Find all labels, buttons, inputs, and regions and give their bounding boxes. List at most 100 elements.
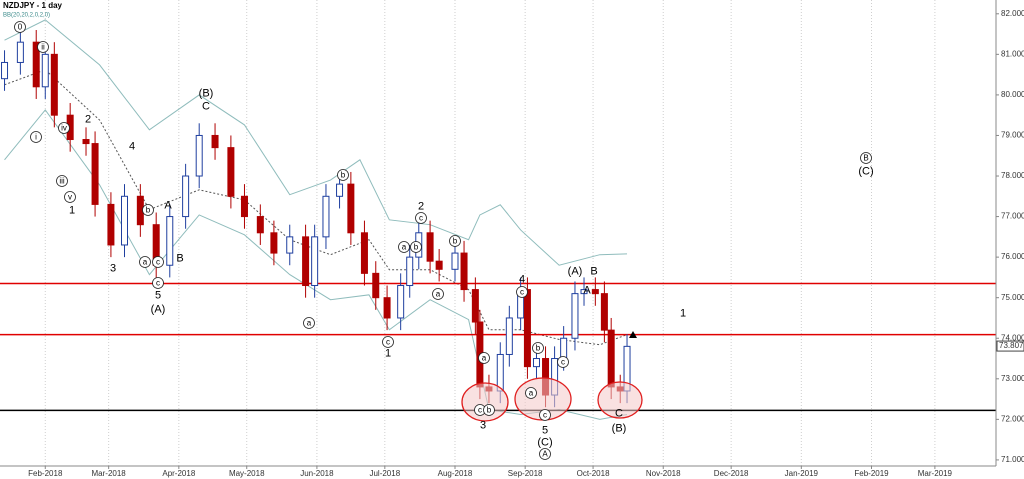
indicator-line (4, 69, 628, 346)
y-tick-label: 80.000 (1001, 90, 1024, 99)
x-tick-label: Feb-2018 (28, 469, 63, 478)
annotation-circle (516, 286, 528, 298)
annotation-circle (525, 387, 537, 399)
wave-label: b (453, 237, 458, 246)
candle-body (121, 195, 128, 246)
wave-label: a (307, 319, 312, 328)
wave-label: c (561, 358, 565, 367)
x-tick-label: Apr-2018 (162, 469, 195, 478)
wave-label: (B) (612, 422, 627, 434)
candle-body (182, 175, 190, 218)
arrow (629, 331, 637, 338)
candle-body (91, 143, 99, 205)
candle-body (82, 139, 90, 145)
annotation-circle (139, 256, 151, 268)
chart-title: NZDJPY - 1 day (3, 1, 63, 10)
annotation-circle (415, 212, 427, 224)
x-tick-label: Jul-2018 (369, 469, 400, 478)
wave-label: B (176, 252, 183, 264)
wave-label: 1 (385, 347, 391, 359)
candle-body (16, 41, 24, 63)
wave-label: ii (41, 43, 45, 52)
wave-label: A (542, 450, 548, 459)
wave-label: c (156, 279, 160, 288)
x-tick-label: Sep-2018 (508, 469, 543, 478)
wave-label: v (68, 193, 72, 202)
wave-label: c (419, 214, 423, 223)
last-price-label: 73.807 (999, 341, 1024, 350)
candle-body (607, 329, 615, 388)
candle-body (322, 195, 330, 238)
candle-body (256, 216, 264, 234)
x-tick-label: Jun-2018 (300, 469, 334, 478)
highlight-ellipse (597, 381, 643, 419)
candle-body (240, 195, 248, 218)
wave-label: 5 (155, 289, 161, 301)
annotation-circle (860, 152, 872, 164)
candle-body (523, 289, 531, 368)
wave-label: A (164, 199, 172, 211)
x-tick-label: Aug-2018 (438, 469, 473, 478)
annotation-circle (539, 409, 551, 421)
annotation-circle (14, 21, 26, 33)
x-tick-label: Mar-2019 (918, 469, 953, 478)
y-tick-label: 71.000 (1001, 455, 1024, 464)
wave-label: 3 (480, 419, 486, 431)
candle-body (426, 232, 434, 262)
wave-label: c (478, 406, 482, 415)
candle-body (336, 183, 344, 197)
candle-body (435, 260, 443, 270)
candle-body (580, 289, 588, 295)
wave-label: iii (59, 177, 65, 186)
annotation-circle (30, 131, 42, 143)
candle-body (383, 297, 391, 319)
wave-label: 5 (542, 424, 548, 436)
wave-label: (B) (199, 87, 214, 99)
wave-label: A (583, 284, 591, 296)
candle-body (532, 358, 540, 368)
x-tick-label: May-2018 (229, 469, 265, 478)
axes: Feb-2018 Mar-2018 Apr-2018 May-2018 Jun-2018… (28, 9, 1024, 478)
candle-body (195, 134, 203, 177)
candle-body (451, 252, 459, 270)
y-tick-label: 82.000 (1001, 9, 1024, 18)
candle-body (505, 317, 513, 355)
wave-label: B (863, 154, 868, 163)
wave-label: a (482, 354, 487, 363)
candle-body (600, 293, 608, 331)
wave-label: a (529, 389, 534, 398)
y-tick-label: 76.000 (1001, 252, 1024, 261)
highlight-ellipse (461, 382, 509, 422)
y-tick-label: 81.000 (1001, 49, 1024, 58)
candle-body (496, 353, 504, 392)
candle-body (270, 232, 278, 254)
wave-label: B (590, 265, 597, 277)
candle-body (571, 293, 579, 339)
wave-label: a (402, 243, 407, 252)
candle-body (50, 53, 58, 116)
candle-body (227, 147, 235, 197)
wave-label: b (536, 344, 541, 353)
wave-label: c (520, 288, 524, 297)
highlights (461, 377, 643, 422)
annotation-circle (337, 169, 349, 181)
wave-label: C (202, 100, 210, 112)
last-price-box (996, 340, 1024, 352)
candle-body (347, 183, 355, 234)
wave-label: c (386, 338, 390, 347)
annotation-circle (483, 404, 495, 416)
y-tick-label: 75.000 (1001, 293, 1024, 302)
wave-label: 2 (85, 113, 91, 125)
annotation-circle (557, 356, 569, 368)
candle-body (302, 236, 310, 287)
candle-body (591, 289, 599, 295)
x-tick-label: Oct-2018 (577, 469, 610, 478)
candle-body (166, 216, 174, 266)
wave-label: a (143, 258, 148, 267)
wave-label: c (156, 258, 160, 267)
annotation-circle (152, 277, 164, 289)
candle-body (211, 134, 219, 149)
wave-label: c (543, 411, 547, 420)
wave-label: (A) (568, 265, 583, 277)
